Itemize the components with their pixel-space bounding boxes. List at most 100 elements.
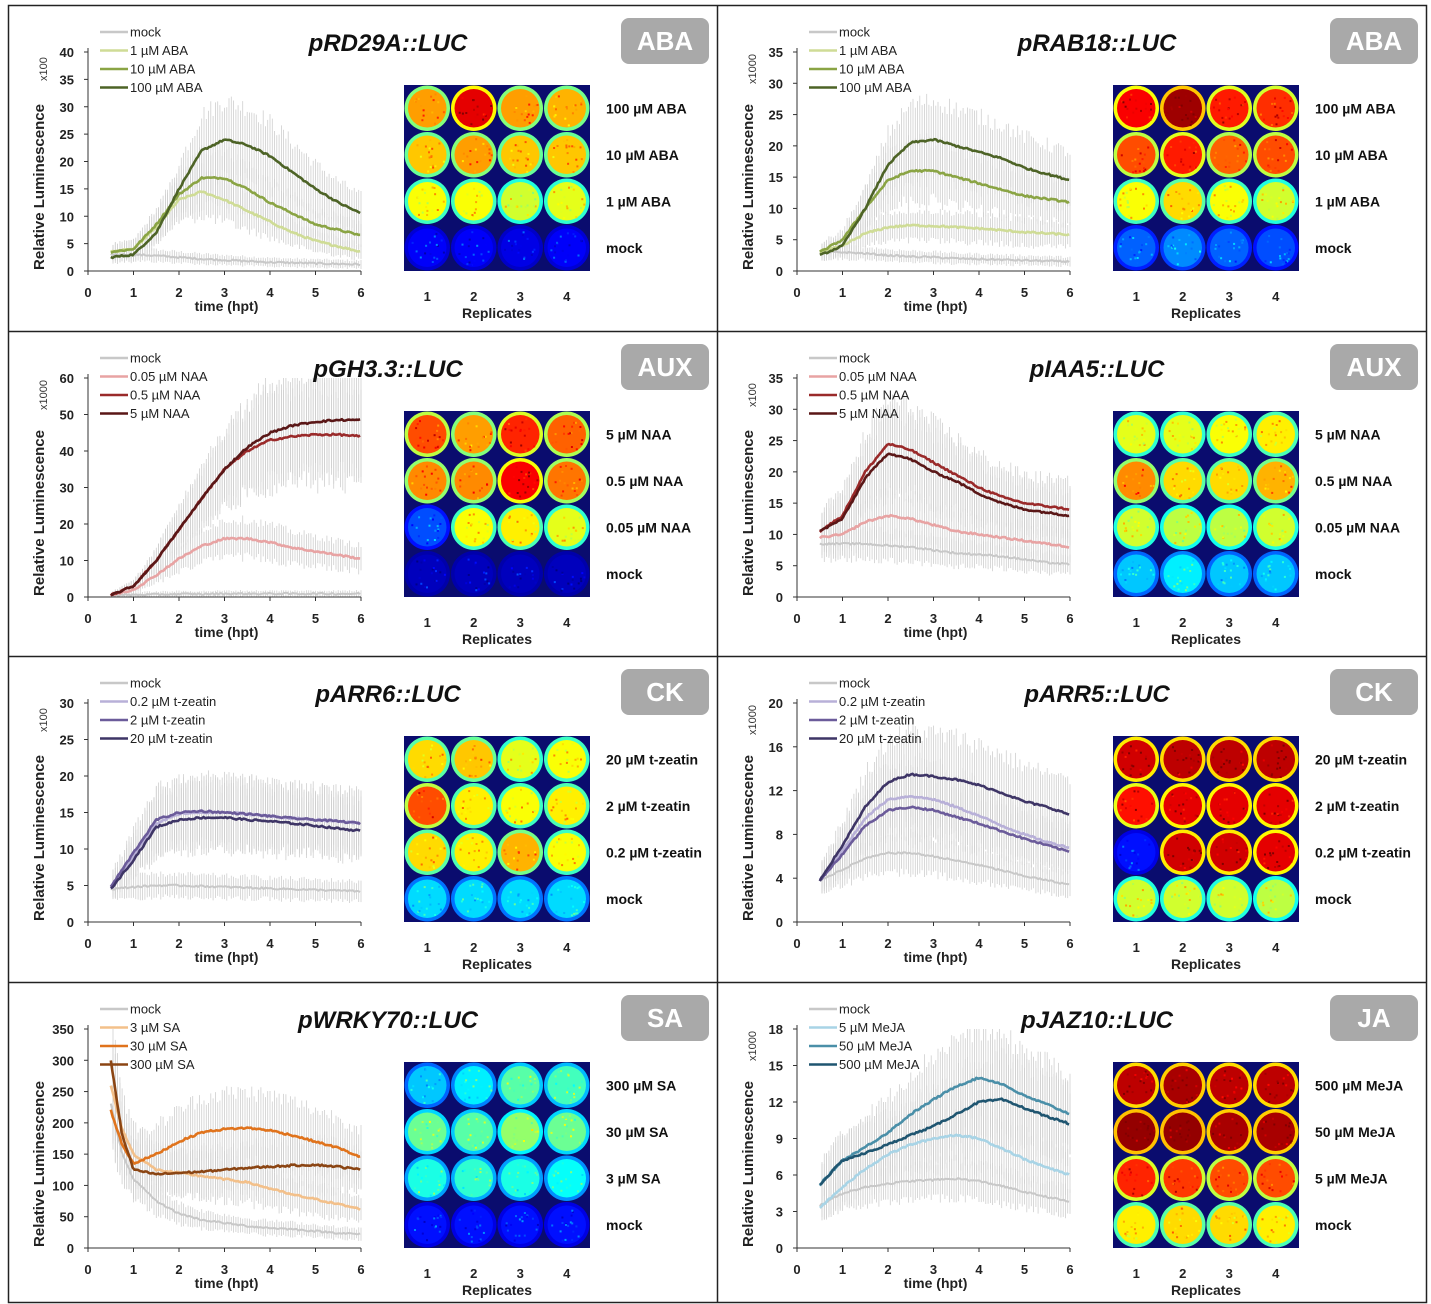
- plate-speckle: [533, 481, 536, 484]
- plate-speckle: [485, 243, 488, 246]
- y-tick-label: 16: [769, 740, 783, 755]
- plate-speckle: [564, 818, 567, 821]
- plate-speckle: [416, 144, 419, 147]
- plate-speckle: [1197, 750, 1200, 753]
- plate-speckle: [1177, 772, 1179, 775]
- plate-speckle: [1222, 818, 1225, 821]
- plate-speckle: [1182, 808, 1185, 811]
- plate-speckle: [469, 908, 472, 911]
- plate-speckle: [531, 902, 534, 905]
- plate-speckle: [579, 146, 582, 149]
- plate-speckle: [472, 883, 475, 886]
- plate-speckle: [438, 436, 441, 439]
- plate-speckle: [1232, 817, 1235, 820]
- plate-speckle: [566, 484, 569, 487]
- plate-speckle: [512, 748, 515, 751]
- hormone-badge-label: ABA: [637, 26, 694, 56]
- plate-speckle: [1269, 568, 1272, 571]
- plate-speckle: [1145, 755, 1148, 758]
- plate-speckle: [1125, 475, 1128, 478]
- plate-speckle: [429, 896, 432, 899]
- plate-speckle: [576, 912, 579, 915]
- plate-speckle: [1276, 861, 1279, 863]
- plate-speckle: [559, 763, 562, 766]
- plate-speckle: [1190, 512, 1193, 514]
- plate-axis-title: Replicates: [462, 631, 532, 647]
- plate-speckle: [1179, 542, 1182, 545]
- plate-speckle: [431, 816, 434, 819]
- plate-speckle: [553, 581, 556, 584]
- plate-speckle: [477, 445, 480, 448]
- plate-column-label: 2: [1179, 289, 1186, 304]
- plate-row-label: 0.05 µM NAA: [1315, 519, 1400, 535]
- plate-speckle: [1197, 204, 1200, 207]
- plate-speckle: [444, 759, 447, 762]
- plate-speckle: [1140, 815, 1143, 818]
- plate-speckle: [1187, 858, 1190, 861]
- plate-speckle: [1277, 865, 1280, 868]
- plate-speckle: [1194, 258, 1197, 261]
- plate-speckle: [421, 119, 424, 122]
- series-line-0: [819, 542, 1070, 566]
- plate-well: [501, 833, 540, 872]
- series-line-3: [819, 137, 1070, 256]
- plate-speckle: [515, 572, 518, 575]
- plate-speckle: [1170, 108, 1173, 111]
- plate-speckle: [1291, 799, 1294, 802]
- x-axis-title: time (hpt): [904, 298, 968, 314]
- plate-speckle: [477, 206, 479, 209]
- hormone-badge-label: CK: [1355, 677, 1393, 707]
- plate-speckle: [1142, 468, 1144, 471]
- plate-speckle: [1264, 260, 1267, 263]
- plate-speckle: [1125, 581, 1128, 584]
- plate-speckle: [1199, 530, 1202, 533]
- plate-speckle: [1192, 113, 1195, 116]
- plate-speckle: [521, 806, 523, 809]
- plate-speckle: [1229, 214, 1232, 217]
- plate-speckle: [556, 841, 559, 844]
- plate-speckle: [486, 580, 489, 583]
- plate-speckle: [558, 838, 560, 841]
- plate-speckle: [1217, 163, 1220, 166]
- plate-speckle: [1178, 439, 1181, 442]
- plate-speckle: [1218, 245, 1221, 248]
- x-tick-label: 3: [930, 611, 937, 626]
- plate-speckle: [430, 756, 432, 759]
- plate-well: [1163, 228, 1202, 267]
- plate-speckle: [513, 111, 516, 113]
- plate-speckle: [442, 200, 445, 203]
- plate-speckle: [508, 492, 511, 495]
- plate-speckle: [571, 487, 574, 490]
- plate-speckle: [462, 898, 464, 901]
- plate-speckle: [1130, 764, 1133, 767]
- plate-speckle: [436, 116, 439, 119]
- plate-speckle: [1135, 473, 1138, 476]
- plate-speckle: [523, 477, 526, 479]
- plate-speckle: [516, 868, 519, 871]
- plate-speckle: [1131, 888, 1134, 891]
- plate-speckle: [1261, 199, 1264, 201]
- plate-speckle: [470, 264, 473, 267]
- plate-speckle: [470, 842, 473, 845]
- plate-speckle: [1192, 470, 1195, 473]
- plate-speckle: [1279, 147, 1282, 149]
- plate-speckle: [1178, 804, 1181, 807]
- plate-speckle: [1276, 767, 1279, 770]
- plate-speckle: [1192, 152, 1195, 154]
- plate-speckle: [1177, 96, 1180, 99]
- plate-speckle: [432, 865, 435, 868]
- plate-well: [1163, 89, 1202, 128]
- plate-speckle: [535, 104, 538, 107]
- plate-speckle: [1220, 540, 1223, 543]
- plate-speckle: [469, 468, 472, 471]
- plate-speckle: [1190, 110, 1193, 113]
- plate-speckle: [1130, 862, 1133, 865]
- series-line-2: [818, 442, 1070, 533]
- plate-speckle: [1174, 164, 1177, 167]
- plate-speckle: [482, 142, 485, 145]
- y-axis-multiplier: x1000: [747, 705, 759, 735]
- plate-speckle: [461, 112, 464, 115]
- plate-speckle: [1238, 201, 1241, 204]
- plate-speckle: [555, 569, 558, 572]
- plate-speckle: [462, 800, 465, 803]
